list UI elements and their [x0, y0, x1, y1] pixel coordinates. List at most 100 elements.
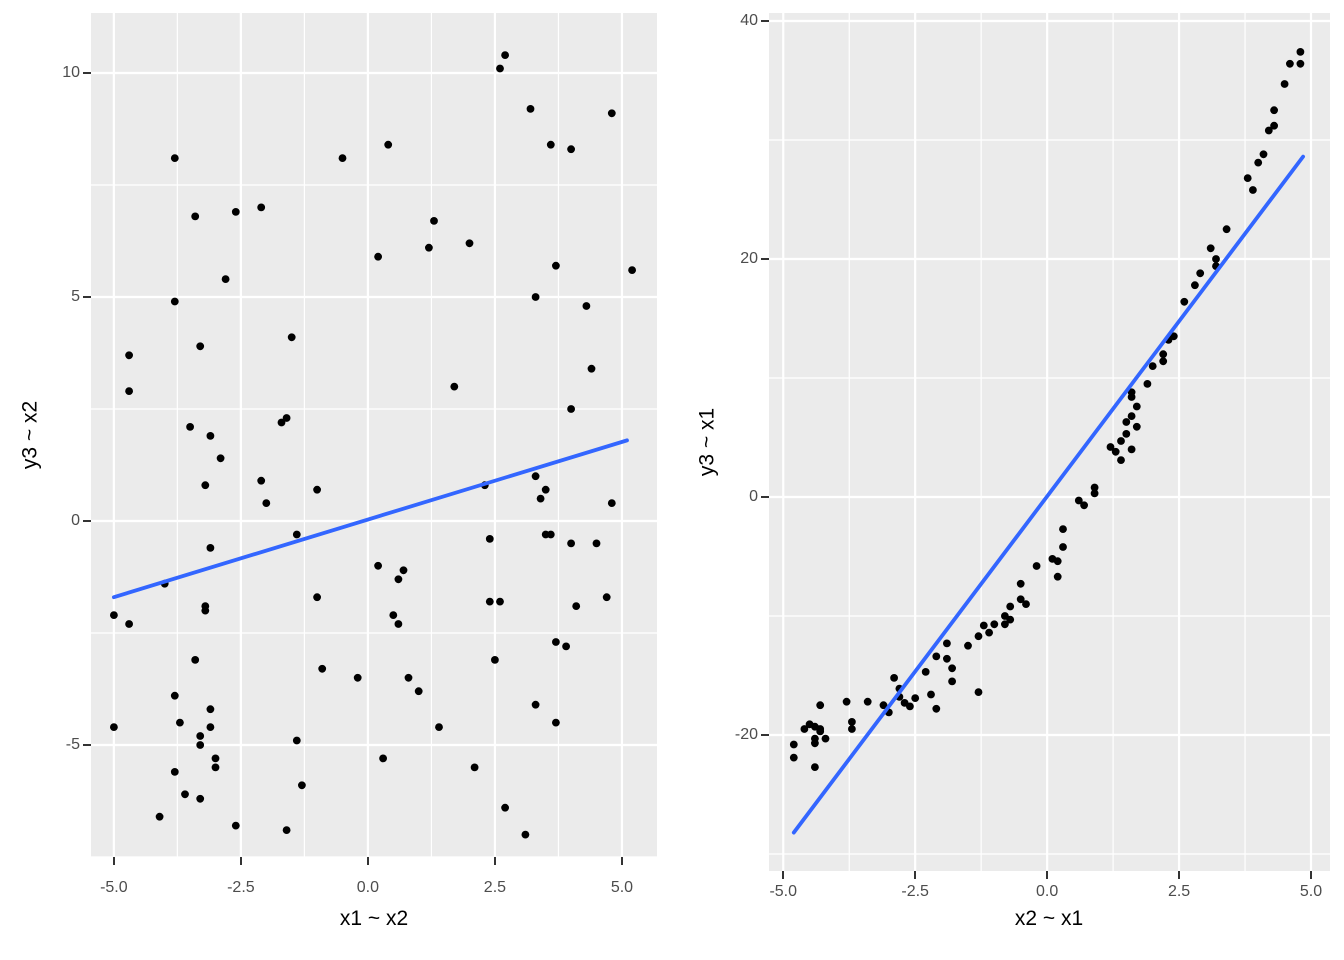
data-point: [546, 530, 555, 539]
data-point: [789, 740, 798, 749]
data-point: [979, 621, 988, 630]
left-plot-x-axis-title: x1 ~ x2: [339, 907, 409, 930]
data-point: [607, 109, 616, 118]
y-tick-mark: [83, 520, 91, 522]
data-point: [201, 606, 210, 615]
data-point: [170, 768, 179, 776]
data-point: [394, 575, 403, 584]
regression-line: [111, 438, 629, 600]
data-point: [196, 732, 205, 740]
data-point: [470, 763, 479, 772]
data-point: [196, 794, 205, 803]
data-point: [262, 499, 271, 507]
data-point: [521, 830, 530, 839]
data-point: [155, 812, 164, 821]
data-point: [1148, 362, 1157, 370]
data-point: [1264, 126, 1273, 135]
panel-background: [91, 13, 657, 857]
data-point: [430, 217, 438, 225]
data-point: [948, 664, 956, 673]
data-point: [496, 64, 504, 73]
data-point: [921, 668, 930, 676]
data-point: [562, 642, 570, 651]
data-point: [1222, 225, 1231, 234]
data-point: [1169, 332, 1178, 341]
data-point: [404, 673, 413, 682]
y-tick-label: 5: [71, 288, 80, 306]
data-point: [485, 597, 494, 606]
data-point: [582, 302, 591, 310]
x-tick-mark: [112, 857, 115, 865]
data-point: [811, 739, 819, 748]
data-point: [943, 639, 951, 648]
data-point: [1243, 174, 1252, 183]
x-tick-label: -5.0: [100, 879, 128, 896]
data-point: [257, 476, 266, 485]
data-point: [211, 754, 220, 763]
x-tick-mark: [1178, 871, 1181, 879]
data-point: [1286, 59, 1294, 68]
y-tick-label: -5: [65, 736, 80, 753]
x-tick-label: 5.0: [1299, 883, 1323, 900]
data-point: [1127, 445, 1136, 454]
data-point: [1132, 422, 1141, 431]
x-tick-label: 2.5: [1167, 883, 1191, 900]
data-point: [531, 700, 540, 709]
data-point: [1111, 447, 1120, 456]
data-point: [1059, 543, 1067, 551]
data-point: [170, 154, 179, 163]
data-point: [1143, 380, 1152, 388]
data-point: [491, 656, 499, 664]
data-point: [216, 454, 225, 463]
data-point: [789, 753, 798, 762]
data-point: [879, 701, 888, 710]
data-point: [1006, 615, 1015, 624]
data-point: [1270, 106, 1278, 115]
x-tick-mark: [782, 871, 785, 879]
data-point: [1053, 557, 1062, 566]
data-point: [414, 687, 423, 696]
data-point: [1059, 525, 1067, 533]
data-point: [206, 432, 215, 440]
data-point: [1032, 562, 1041, 570]
data-point: [1022, 600, 1030, 608]
data-point: [1016, 579, 1025, 588]
data-point: [313, 485, 321, 494]
x-tick-label: 5.0: [610, 879, 634, 896]
data-point: [374, 252, 382, 261]
data-point: [221, 275, 230, 283]
data-point: [848, 718, 856, 726]
x-tick-label: -2.5: [227, 879, 255, 896]
data-point: [257, 203, 266, 212]
data-point: [1001, 620, 1009, 629]
data-point: [170, 297, 179, 306]
data-point: [1206, 244, 1215, 253]
data-point: [170, 691, 179, 700]
data-point: [1122, 418, 1131, 426]
data-point: [399, 566, 408, 575]
y-tick-mark: [83, 296, 91, 299]
x-tick-mark: [620, 857, 623, 865]
data-point: [1117, 456, 1125, 464]
data-point: [567, 145, 575, 154]
data-point: [816, 701, 825, 710]
data-point: [1090, 489, 1099, 498]
data-point: [628, 266, 636, 274]
data-point: [546, 140, 555, 149]
data-point: [536, 494, 545, 503]
data-point: [531, 472, 540, 481]
data-point: [552, 638, 560, 646]
data-point: [602, 593, 611, 602]
data-point: [842, 697, 851, 706]
data-point: [811, 763, 819, 771]
data-point: [526, 105, 535, 113]
x-tick-label: -2.5: [901, 883, 929, 900]
data-point: [552, 718, 560, 727]
y-tick-label: 20: [740, 249, 758, 267]
data-point: [1122, 430, 1131, 438]
data-point: [450, 382, 459, 391]
data-point: [125, 351, 133, 360]
panel-background: [769, 13, 1330, 871]
data-point: [531, 293, 540, 301]
